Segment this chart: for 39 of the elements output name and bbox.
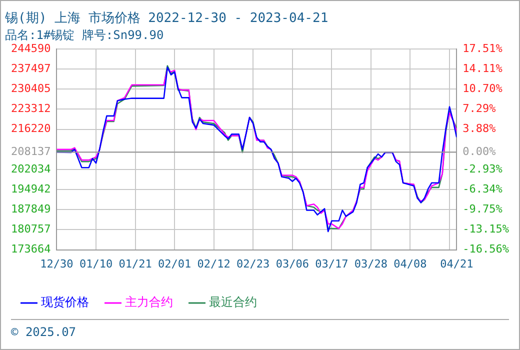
y-tick-label: 216220 [10,122,51,136]
x-tick-label: 03/06 [276,257,309,270]
y-tick-label: 223312 [10,102,51,116]
y-tick-label: 180757 [10,222,51,236]
chart-subtitle: 品名:1#锡锭 牌号:Sn99.90 [5,28,164,42]
y-tick-label: 173664 [10,242,52,256]
x-tick-label: 02/12 [197,257,230,270]
y-tick-label: 187849 [10,202,51,216]
y2-tick-label: -16.56% [462,242,510,256]
y2-tick-label: -2.93% [462,162,503,176]
x-tick-label: 02/23 [236,257,270,270]
x-tick-label: 01/21 [118,257,152,270]
y-tick-label: 230405 [10,82,51,96]
legend-label: 最近合约 [209,295,257,310]
y2-tick-label: -9.75% [462,202,503,216]
x-tick-label: 03/28 [354,257,388,270]
x-tick-label: 12/30 [40,257,74,270]
y2-tick-label: 0.00% [462,145,496,158]
x-tick-label: 01/10 [79,257,113,270]
legend-label: 现货价格 [41,295,89,310]
y-tick-label: 244590 [10,42,51,55]
y2-tick-label: -13.15% [462,222,510,236]
x-tick-label: 04/21 [440,257,474,270]
legend-label: 主力合约 [125,295,173,310]
y-tick-label: 194942 [10,182,51,196]
y2-tick-label: 7.29% [462,102,496,116]
y2-tick-label: 3.88% [462,122,496,136]
chart-title: 锡(期) 上海 市场价格 2022-12-30 - 2023-04-21 [4,11,328,26]
x-tick-label: 02/01 [158,257,192,270]
y2-tick-label: 10.70% [462,82,503,95]
y-tick-label: 202034 [10,162,52,176]
y-tick-label: 208137 [10,145,51,158]
x-tick-label: 03/17 [315,257,348,270]
y2-tick-label: 17.51% [462,42,503,55]
x-tick-label: 04/08 [394,257,427,270]
y2-tick-label: -6.34% [462,182,503,196]
y-tick-label: 237497 [10,62,51,75]
y2-tick-label: 14.11% [462,62,503,75]
text: © 2025.07 [11,325,76,339]
